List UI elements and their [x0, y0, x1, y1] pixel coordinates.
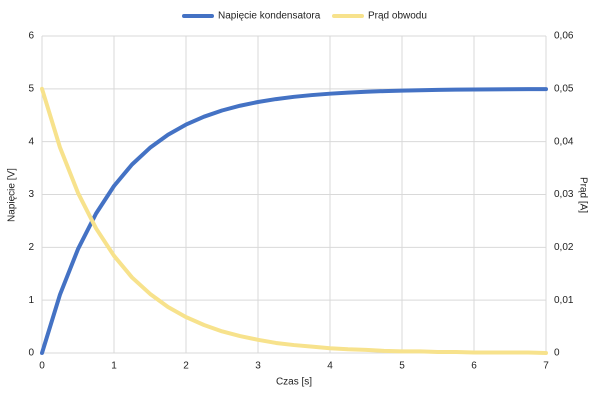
x-tick-label: 4: [327, 361, 333, 372]
x-axis-title: Czas [s]: [276, 377, 312, 388]
x-tick-label: 2: [183, 361, 189, 372]
legend-label: Napięcie kondensatora: [218, 11, 321, 22]
y2-tick-label: 0,02: [554, 242, 574, 253]
y-axis-title: Napięcie [V]: [7, 168, 18, 222]
y2-tick-label: 0,05: [554, 83, 574, 94]
series-line: [40, 86, 548, 355]
y2-tick-label: 0: [554, 348, 560, 359]
x-tick-label: 3: [255, 361, 261, 372]
x-tick-label: 0: [39, 361, 45, 372]
y2-tick-label: 0,06: [554, 31, 574, 42]
legend-label: Prąd obwodu: [368, 11, 427, 22]
x-tick-label: 5: [399, 361, 405, 372]
x-tick-label: 1: [111, 361, 117, 372]
y-tick-label: 1: [28, 295, 34, 306]
y2-tick-label: 0,04: [554, 136, 574, 147]
y2-axis-title: Prąd [A]: [577, 177, 588, 213]
series-line: [40, 87, 548, 355]
y-tick-label: 0: [28, 348, 34, 359]
y-tick-label: 5: [28, 83, 34, 94]
y-tick-label: 6: [28, 31, 34, 42]
y2-tick-label: 0,01: [554, 295, 574, 306]
x-tick-label: 6: [471, 361, 477, 372]
x-tick-label: 7: [543, 361, 549, 372]
y-tick-label: 4: [28, 136, 34, 147]
y-tick-label: 2: [28, 242, 34, 253]
y2-tick-label: 0,03: [554, 189, 574, 200]
y-tick-label: 3: [28, 189, 34, 200]
